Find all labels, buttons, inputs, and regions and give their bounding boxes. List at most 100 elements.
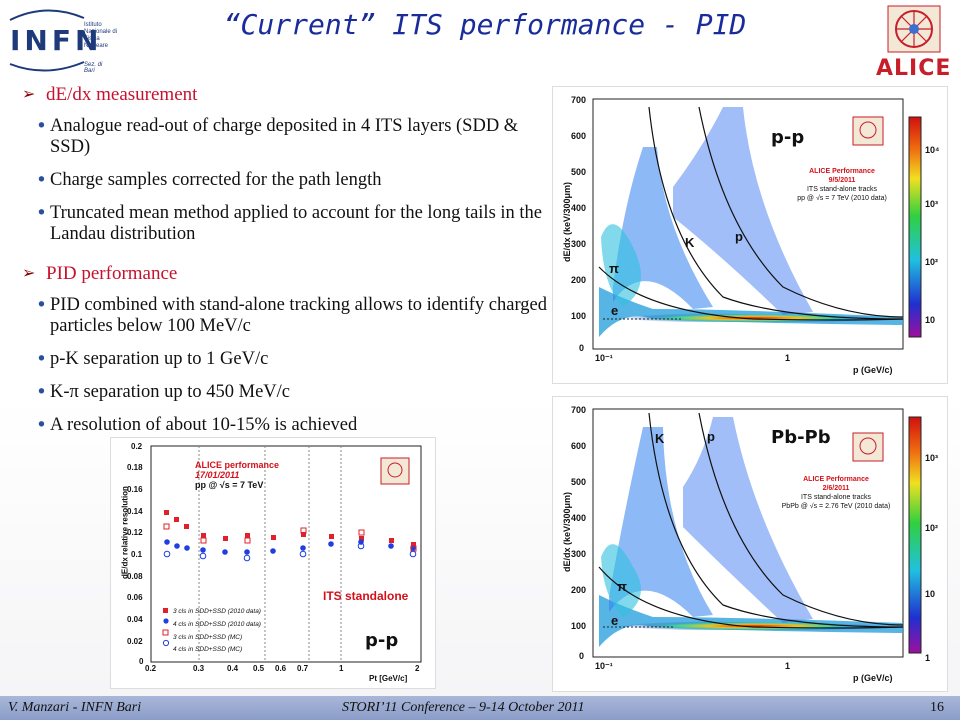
plot-pp-perf-title: ALICE Performance bbox=[809, 168, 875, 175]
plot-pbpb-label-e: e bbox=[611, 613, 619, 628]
plot-res-xtick: 0.7 bbox=[297, 664, 309, 673]
plot-pp-ytick: 300 bbox=[571, 239, 587, 249]
plot-pbpb-cbtick: 10² bbox=[925, 523, 939, 533]
infn-section: Sez. di Bari bbox=[84, 62, 103, 74]
plot-pp-ytick: 200 bbox=[571, 275, 587, 285]
footer-page-number: 16 bbox=[930, 700, 944, 715]
infn-subtitle: Istituto Nazionale di Fisica Nucleare bbox=[84, 22, 118, 49]
section-dedx: ➢ dE/dx measurement bbox=[22, 84, 547, 106]
plot-res-ytick: 0.14 bbox=[127, 507, 143, 516]
list-item: • A resolution of about 10-15% is achieve… bbox=[36, 415, 547, 436]
list-item-text: p-K separation up to 1 GeV/c bbox=[50, 349, 269, 369]
plot-pp-cbtick: 10² bbox=[925, 257, 939, 267]
dot-bullet-icon: • bbox=[36, 382, 47, 403]
plot-pp-label-p: p bbox=[735, 229, 743, 244]
res-gridlines bbox=[198, 446, 342, 662]
plot-pbpb-perf-line1: ITS stand-alone tracks bbox=[800, 494, 872, 501]
plot-pp-graphic bbox=[592, 98, 922, 350]
plot-pp-dedx: p-p ALICE Performance 9/5/2011 ITS stand… bbox=[552, 86, 948, 384]
plot-res-xtick: 1 bbox=[339, 664, 344, 673]
plot-res-legend-entry: 3 cls in SDD+SSD (MC) bbox=[173, 633, 243, 641]
pp-band-proton bbox=[673, 107, 813, 315]
plot-pbpb-ytick: 400 bbox=[571, 513, 587, 523]
pbpb-curve-k bbox=[648, 412, 904, 628]
pbpb-band-proton bbox=[683, 417, 813, 623]
plot-res-legend: 3 cls in SDD+SSD (2010 data) 4 cls in SD… bbox=[173, 606, 333, 657]
section-pid: ➢ PID performance bbox=[22, 263, 547, 285]
plot-pp-ytick: 100 bbox=[571, 311, 587, 321]
plot-pp-perf-date: 9/5/2011 bbox=[828, 177, 856, 184]
plot-res-ytick: 0.1 bbox=[131, 550, 143, 559]
pbpb-band-pion bbox=[601, 544, 641, 617]
plot-pp-ytick: 400 bbox=[571, 203, 587, 213]
list-item: • PID combined with stand-alone tracking … bbox=[36, 295, 547, 337]
dot-bullet-icon: • bbox=[36, 116, 47, 137]
pp-curve-p bbox=[698, 106, 904, 318]
alice-mini-logo-icon bbox=[380, 457, 410, 485]
pbpb-curve-p bbox=[698, 412, 904, 626]
plot-pbpb-perf-date: 2/6/2011 bbox=[822, 485, 850, 492]
plot-pbpb-ytick: 500 bbox=[571, 477, 587, 487]
res-legend-markers bbox=[162, 608, 170, 647]
plot-res-ytick: 0.04 bbox=[127, 615, 143, 624]
plot-pbpb-ylabel: dE/dx (keV/300μm) bbox=[562, 491, 572, 573]
pbpb-band-main bbox=[599, 595, 903, 647]
plot-pp-ytick: 500 bbox=[571, 167, 587, 177]
alice-emblem-icon bbox=[887, 5, 941, 53]
alice-mini-logo-icon bbox=[852, 432, 884, 462]
pp-band-main bbox=[599, 287, 903, 337]
plot-pbpb-cbtick: 1 bbox=[925, 653, 931, 663]
plot-res-ytick: 0.16 bbox=[127, 485, 143, 494]
list-item-text: PID combined with stand-alone tracking a… bbox=[50, 295, 547, 336]
alice-logo: ALICE bbox=[872, 2, 956, 82]
plot-pbpb-tag: Pb-Pb bbox=[771, 427, 831, 448]
footer-conference: STORI’11 Conference – 9-14 October 2011 bbox=[342, 700, 585, 715]
plot-pbpb-cbtick: 10³ bbox=[925, 453, 939, 463]
plot-pp-xlabel: p (GeV/c) bbox=[853, 365, 893, 375]
infn-letters: INFN bbox=[10, 24, 103, 57]
plot-res-xtick: 2 bbox=[415, 664, 420, 673]
plot-pp-cbtick: 10⁴ bbox=[925, 145, 940, 155]
plot-pbpb-cbtick: 10 bbox=[925, 589, 936, 599]
list-item: • K-π separation up to 450 MeV/c bbox=[36, 382, 547, 403]
plot-pp-ytick: 600 bbox=[571, 131, 587, 141]
plot-pbpb-ytick: 100 bbox=[571, 621, 587, 631]
plot-pp-cbtick: 10³ bbox=[925, 199, 939, 209]
plot-pbpb-label-k: K bbox=[655, 431, 665, 446]
dot-bullet-icon: • bbox=[36, 415, 47, 436]
plot-res-ytick: 0.06 bbox=[127, 593, 143, 602]
res-series-blue-mc bbox=[163, 542, 417, 562]
plot-pbpb-perf-line2: PbPb @ √s = 2.76 TeV (2010 data) bbox=[781, 503, 891, 510]
pbpb-band-kaon bbox=[609, 427, 713, 617]
plot-res-standalone: ITS standalone bbox=[323, 589, 409, 603]
list-item-text: Truncated mean method applied to account… bbox=[50, 203, 543, 244]
plot-resolution: ALICE performance 17/01/2011 pp @ √s = 7… bbox=[110, 437, 436, 689]
plot-pp-perf-line1: ITS stand-alone tracks bbox=[806, 186, 878, 193]
footer-bar: V. Manzari - INFN Bari STORI’11 Conferen… bbox=[0, 696, 960, 720]
plot-res-ytick: 0.08 bbox=[127, 572, 143, 581]
plot-pp-xtick: 10⁻¹ bbox=[595, 353, 613, 363]
plot-res-perf-line: pp @ √s = 7 TeV bbox=[195, 480, 264, 490]
slide-title: “Current” ITS performance - PID bbox=[223, 8, 747, 41]
alice-mini-logo-icon bbox=[852, 116, 884, 146]
plot-res-ytick: 0.18 bbox=[127, 463, 143, 472]
plot-pp-perf-line2: pp @ √s = 7 TeV (2010 data) bbox=[797, 195, 887, 202]
res-series-red-mc bbox=[163, 523, 417, 552]
plot-pbpb-ytick: 700 bbox=[571, 405, 587, 415]
plot-res-xtick: 0.5 bbox=[253, 664, 265, 673]
plot-res-ytick: 0 bbox=[139, 657, 144, 666]
plot-pbpb-dedx: Pb-Pb ALICE Performance 2/6/2011 ITS sta… bbox=[552, 396, 948, 692]
plot-res-xlabel: Pt [GeV/c] bbox=[369, 674, 408, 683]
dot-bullet-icon: • bbox=[36, 203, 47, 224]
plot-pbpb-perf-title: ALICE Performance bbox=[803, 476, 869, 483]
plot-pp-tag: p-p bbox=[771, 127, 805, 148]
plot-pbpb-xlabel: p (GeV/c) bbox=[853, 673, 893, 683]
dot-bullet-icon: • bbox=[36, 349, 47, 370]
list-item-text: Charge samples corrected for the path le… bbox=[50, 170, 382, 190]
section-dedx-label: dE/dx measurement bbox=[46, 84, 198, 105]
alice-logo-word: ALICE bbox=[876, 56, 952, 81]
plot-res-legend-title: ALICE performance 17/01/2011 pp @ √s = 7… bbox=[195, 460, 305, 490]
plot-pbpb-ytick: 300 bbox=[571, 549, 587, 559]
plot-pp-ylabel: dE/dx (keV/300μm) bbox=[562, 181, 572, 263]
plot-pp-label-e: e bbox=[611, 303, 619, 318]
